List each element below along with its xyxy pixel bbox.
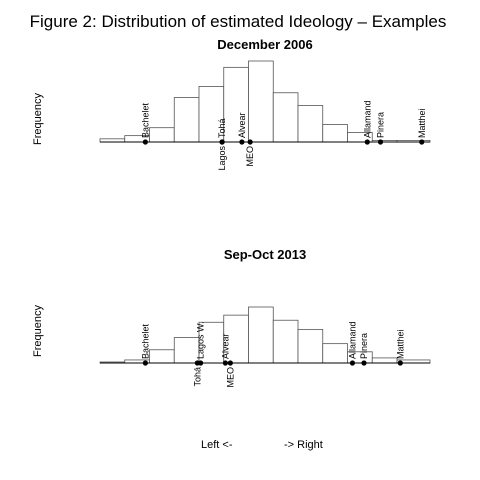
histogram-bar xyxy=(149,127,175,143)
politician-marker xyxy=(397,360,403,366)
histogram-bar xyxy=(297,105,324,143)
politician-marker xyxy=(198,360,204,366)
politician-marker xyxy=(239,139,245,145)
histogram-bar xyxy=(198,321,225,364)
politician-label: Matthei xyxy=(395,329,405,359)
politician-label: Pinera xyxy=(376,112,386,138)
politician-marker xyxy=(377,139,384,145)
politician-marker xyxy=(142,360,148,366)
histogram-bar xyxy=(272,92,299,143)
y-axis-label: Frequency xyxy=(32,93,44,145)
politician-label: Lagos xyxy=(217,146,227,171)
histogram-bar xyxy=(149,349,175,364)
histogram-bar xyxy=(371,357,398,364)
histogram-bar xyxy=(198,86,225,143)
politician-marker xyxy=(247,139,253,145)
histogram-bar xyxy=(248,306,274,364)
politician-marker xyxy=(222,360,228,366)
politician-label: Tohá xyxy=(217,118,227,138)
histogram-bar xyxy=(322,343,348,364)
politician-marker xyxy=(361,360,367,366)
footer-left-label: Left <- xyxy=(201,439,233,451)
histogram-bars xyxy=(99,306,431,364)
panel-top: December 2006 Frequency Bachelet Lagos Toh… xyxy=(32,37,431,171)
figure-title: Figure 2: Distribution of estimated Ideo… xyxy=(30,12,447,31)
politician-marker xyxy=(219,139,225,145)
politician-label: Alvear xyxy=(237,112,247,138)
politician-label: Bachelet xyxy=(140,102,150,138)
histogram-bar xyxy=(173,337,200,364)
politician-marker xyxy=(349,360,356,366)
politician-markers: Bachelet Tohá Lagos W. Alvear MEO Allamand Pin… xyxy=(140,321,405,387)
politician-label: Matthei xyxy=(417,108,427,138)
histogram-bar xyxy=(223,314,249,364)
histogram-bar xyxy=(297,328,324,364)
politician-label: MEO xyxy=(245,146,255,167)
histogram-bar xyxy=(322,124,348,143)
politician-markers: Bachelet Lagos Tohá Alvear MEO Allamand Pinera… xyxy=(140,100,426,170)
politician-marker xyxy=(142,139,148,145)
histogram-bar xyxy=(248,60,274,143)
politician-marker xyxy=(419,139,425,145)
panel-bottom: Sep-Oct 2013 Frequency Bachelet Tohá Lagos… xyxy=(32,247,431,388)
histogram-bars xyxy=(99,60,431,143)
politician-label: Allamand xyxy=(362,100,372,138)
histogram-bar xyxy=(173,97,200,143)
panel-title: December 2006 xyxy=(217,37,312,52)
histogram-bar xyxy=(223,66,249,143)
politician-label: Pinera xyxy=(359,333,369,359)
politician-label: Alvear xyxy=(220,333,230,359)
politician-label: Allamand xyxy=(347,321,357,359)
politician-label: Tohá xyxy=(192,367,202,387)
politician-label: Bachelet xyxy=(140,323,150,359)
politician-label: Lagos W. xyxy=(196,321,206,359)
histogram-bar xyxy=(272,319,299,364)
footer-right-label: -> Right xyxy=(284,439,323,451)
panel-title: Sep-Oct 2013 xyxy=(224,247,306,262)
politician-label: MEO xyxy=(225,367,235,388)
politician-marker xyxy=(364,139,370,145)
y-axis-label: Frequency xyxy=(32,305,44,357)
politician-marker xyxy=(227,360,233,366)
